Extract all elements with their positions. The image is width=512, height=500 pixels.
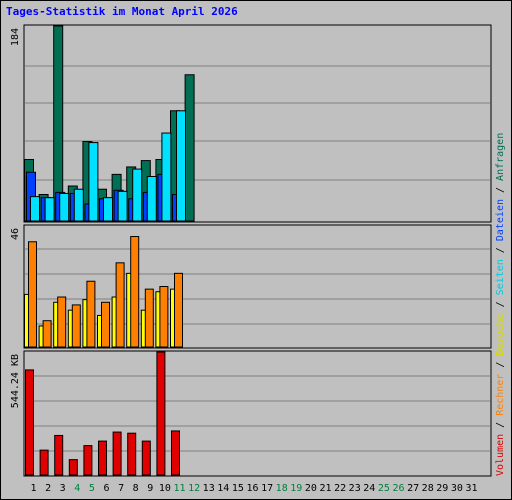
y-max-label-visits: 46	[10, 228, 21, 240]
legend-separator: /	[495, 416, 506, 434]
bar-seiten-day-3	[59, 192, 70, 222]
legend-seiten: Seiten	[495, 259, 506, 295]
x-tick-label-day-23: 23	[349, 483, 361, 494]
bar-seiten-day-2	[44, 197, 55, 222]
x-tick-label-day-19: 19	[290, 483, 302, 494]
x-tick-label-day-18: 18	[276, 483, 288, 494]
bar-volumen-day-1	[25, 369, 34, 476]
bar-rechner-day-3	[57, 296, 67, 348]
bar-volumen-day-2	[39, 449, 49, 476]
x-tick-label-day-2: 2	[45, 483, 51, 494]
bar-rechner-day-9	[144, 288, 154, 348]
bar-rechner-day-6	[101, 301, 110, 348]
y-max-label-hits: 184	[10, 28, 21, 46]
plot-area-volume	[23, 350, 492, 477]
x-tick-label-day-29: 29	[436, 483, 448, 494]
x-tick-label-day-15: 15	[232, 483, 244, 494]
bar-volumen-day-4	[68, 459, 78, 476]
x-tick-label-day-21: 21	[319, 483, 331, 494]
bar-seiten-day-11	[176, 110, 186, 222]
legend-volumen: Volumen	[495, 434, 506, 476]
x-tick-label-day-22: 22	[334, 483, 346, 494]
x-tick-label-day-16: 16	[246, 483, 258, 494]
bar-seiten-day-4	[73, 188, 84, 222]
bar-rechner-day-1	[28, 241, 37, 348]
x-tick-label-day-6: 6	[103, 483, 109, 494]
bar-volumen-day-9	[141, 440, 151, 476]
x-tick-label-day-1: 1	[30, 483, 36, 494]
legend-separator: /	[495, 241, 506, 259]
bar-anfragen-day-3	[53, 25, 64, 222]
bar-volumen-day-8	[127, 432, 137, 476]
bar-seiten-day-8	[132, 168, 143, 222]
legend-dateien: Dateien	[495, 199, 506, 241]
x-tick-label-day-24: 24	[363, 483, 375, 494]
x-tick-label-day-11: 11	[173, 483, 185, 494]
bar-anfragen-day-12	[184, 74, 195, 222]
x-tick-label-day-13: 13	[203, 483, 215, 494]
x-tick-label-day-3: 3	[60, 483, 66, 494]
bar-seiten-day-1	[30, 196, 40, 222]
chart-title: Tages-Statistik im Monat April 2026	[6, 5, 238, 18]
bar-volumen-day-10	[156, 351, 166, 476]
x-tick-label-day-28: 28	[422, 483, 434, 494]
bar-volumen-day-5	[83, 445, 93, 476]
bar-rechner-day-4	[71, 304, 81, 348]
bar-rechner-day-5	[86, 280, 96, 348]
legend-separator: /	[495, 181, 506, 199]
bar-volumen-day-11	[171, 430, 180, 476]
legend-rechner: Rechner	[495, 374, 506, 416]
x-tick-label-day-9: 9	[147, 483, 153, 494]
bar-rechner-day-11	[174, 272, 183, 348]
legend-separator: /	[495, 295, 506, 313]
bar-rechner-day-10	[159, 286, 169, 348]
x-tick-label-day-20: 20	[305, 483, 317, 494]
x-tick-label-day-4: 4	[74, 483, 80, 494]
bar-rechner-day-2	[42, 320, 52, 348]
x-tick-label-day-14: 14	[217, 483, 229, 494]
bar-seiten-day-5	[88, 142, 99, 222]
x-tick-label-day-17: 17	[261, 483, 273, 494]
right-legend: Volumen / Rechner / Besuche / Seiten / D…	[495, 133, 506, 476]
bar-rechner-day-8	[130, 236, 140, 348]
x-tick-label-day-31: 31	[465, 483, 477, 494]
legend-separator: /	[495, 356, 506, 374]
x-tick-label-day-8: 8	[133, 483, 139, 494]
x-tick-label-day-25: 25	[378, 483, 390, 494]
legend-anfragen: Anfragen	[495, 133, 506, 181]
y-max-label-volume: 544.24 KB	[10, 354, 21, 408]
bar-volumen-day-3	[54, 434, 64, 476]
x-tick-label-day-7: 7	[118, 483, 124, 494]
legend-besuche: Besuche	[495, 313, 506, 355]
x-tick-label-day-30: 30	[451, 483, 463, 494]
bar-seiten-day-10	[161, 132, 172, 222]
x-tick-label-day-27: 27	[407, 483, 419, 494]
bar-seiten-day-9	[146, 175, 157, 222]
bar-seiten-day-7	[117, 190, 128, 222]
bar-seiten-day-6	[103, 197, 113, 222]
x-tick-label-day-26: 26	[392, 483, 404, 494]
bar-volumen-day-7	[112, 431, 122, 476]
bar-volumen-day-6	[98, 440, 107, 476]
x-tick-label-day-10: 10	[159, 483, 171, 494]
bar-rechner-day-7	[115, 262, 125, 348]
x-tick-label-day-12: 12	[188, 483, 200, 494]
x-tick-label-day-5: 5	[89, 483, 95, 494]
